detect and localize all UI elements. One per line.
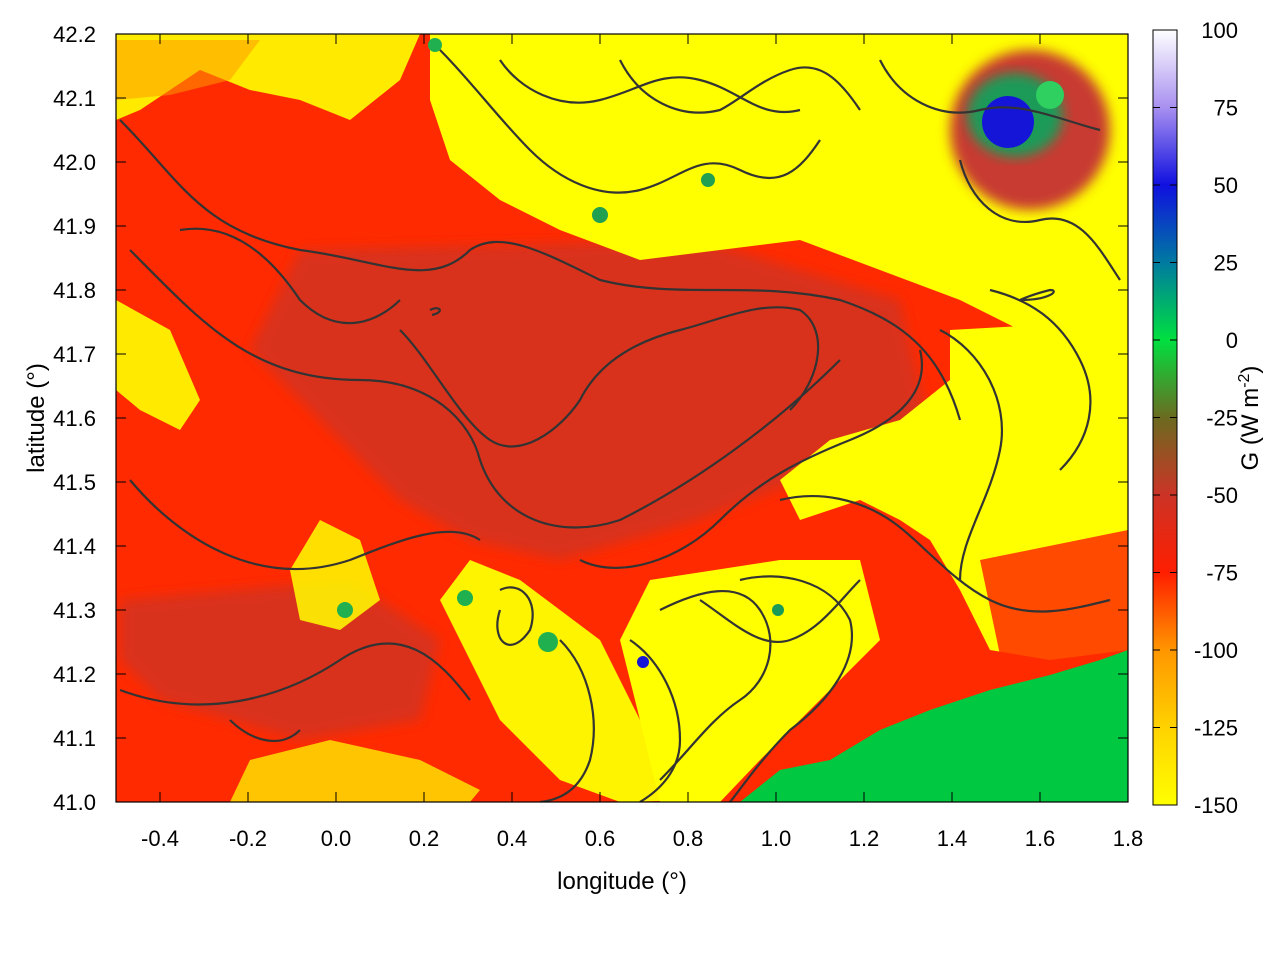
- contour-line: [779, 494, 1111, 613]
- y-tick-label: 41.2: [53, 662, 96, 687]
- contour-line: [699, 579, 861, 643]
- x-tick-label: 0.4: [497, 826, 528, 851]
- field-green-spot: [538, 632, 558, 652]
- colorbar-tick-label: -100: [1194, 638, 1238, 663]
- field-yellow-center-w: [290, 520, 380, 630]
- y-tick-label: 41.5: [53, 470, 96, 495]
- contour-line: [496, 586, 534, 646]
- colorbar-label-suffix: ): [1237, 366, 1264, 374]
- colorbar-tick-label: 0: [1226, 328, 1238, 353]
- contour-line: [129, 249, 841, 529]
- x-tick-label: 1.0: [761, 826, 792, 851]
- contour-line: [619, 59, 861, 114]
- x-tick-label: 0.6: [585, 826, 616, 851]
- heatmap-field: [116, 34, 1128, 802]
- contour-line: [629, 639, 682, 802]
- contour-line: [499, 59, 801, 113]
- y-tick-label: 41.3: [53, 598, 96, 623]
- y-tick-label: 41.7: [53, 342, 96, 367]
- field-green-spot: [592, 207, 608, 223]
- x-tick-label: 1.6: [1025, 826, 1056, 851]
- x-tick-label: 0.2: [409, 826, 440, 851]
- x-tick-label: 0.0: [321, 826, 352, 851]
- y-tick-label: 41.6: [53, 406, 96, 431]
- colorbar-label-prefix: G (W m: [1237, 388, 1264, 471]
- x-tick-label: 1.2: [849, 826, 880, 851]
- x-tick-label: 1.8: [1113, 826, 1144, 851]
- colorbar: 100 75 50 25 0 -25 -50 -75 -100 -125 -150 G (W m-2…: [1152, 18, 1264, 818]
- x-tick-label: -0.4: [141, 826, 179, 851]
- contour-line: [958, 159, 1121, 281]
- y-tick-label: 41.8: [53, 278, 96, 303]
- field-green-spot: [701, 173, 715, 187]
- y-axis-label: latitude (°): [23, 363, 50, 473]
- field-green-spot: [337, 602, 353, 618]
- contour-line: [879, 59, 1101, 132]
- contour-line: [1019, 288, 1055, 302]
- contour-line: [399, 306, 820, 448]
- contour-line: [939, 329, 1003, 581]
- contour-line: [729, 575, 853, 802]
- colorbar-tick-label: 100: [1201, 18, 1238, 43]
- contour-lines: [119, 49, 1121, 802]
- contour-line: [129, 479, 481, 570]
- colorbar-label-exponent: -2: [1236, 373, 1253, 387]
- contour-line: [179, 227, 401, 325]
- contour-line: [429, 307, 441, 317]
- y-tick-label: 42.1: [53, 86, 96, 111]
- contour-line: [989, 288, 1092, 471]
- colorbar-tick-label: -125: [1194, 716, 1238, 741]
- contour-line: [579, 349, 923, 569]
- field-red-east-patch: [980, 530, 1128, 665]
- field-dark-red-core: [250, 240, 930, 560]
- field-orange-nw: [116, 40, 260, 100]
- x-tick-label: -0.2: [229, 826, 267, 851]
- colorbar-tick-label: 25: [1214, 251, 1238, 276]
- field-blue-spot: [637, 656, 649, 668]
- field-yellow-south-central: [440, 560, 700, 802]
- colorbar-tick-label: -75: [1206, 561, 1238, 586]
- colorbar-tick-label: -50: [1206, 483, 1238, 508]
- contour-line: [119, 119, 962, 421]
- y-tick-label: 42.2: [53, 22, 96, 47]
- field-yellow-southeast: [620, 560, 880, 802]
- colorbar-tick-label: 50: [1214, 173, 1238, 198]
- contour-line: [439, 49, 821, 194]
- field-green-southeast: [740, 650, 1128, 802]
- colorbar-tick-label: -25: [1206, 406, 1238, 431]
- contour-line: [229, 719, 301, 742]
- field-yellow-sw: [116, 300, 200, 430]
- x-tick-label: 0.8: [673, 826, 704, 851]
- colorbar-ticks: 100 75 50 25 0 -25 -50 -75 -100 -125 -150: [1153, 18, 1238, 818]
- contour-line: [119, 642, 471, 706]
- y-tick-label: 42.0: [53, 150, 96, 175]
- field-ne-blue-blob: [982, 96, 1034, 148]
- contour-line: [539, 639, 595, 802]
- field-green-spot: [772, 604, 784, 616]
- colorbar-tick-label: -150: [1194, 793, 1238, 818]
- colorbar-tick-label: 75: [1214, 96, 1238, 121]
- field-dark-red-west: [120, 580, 440, 740]
- field-green-spot: [428, 38, 442, 52]
- field-yellow-south-w: [230, 740, 480, 802]
- y-tick-label: 41.1: [53, 726, 96, 751]
- contour-line: [659, 590, 772, 781]
- x-axis-label: longitude (°): [557, 868, 687, 895]
- colorbar-label: G (W m-2): [1236, 366, 1264, 471]
- field-green-spot: [457, 590, 473, 606]
- x-axis: -0.4 -0.2 0.0 0.2 0.4 0.6 0.8 1.0 1.2 1.4 1.6 1.8: [141, 34, 1143, 851]
- y-tick-label: 41.4: [53, 534, 96, 559]
- field-ne-green-spot: [1036, 81, 1064, 109]
- y-axis: 41.0 41.1 41.2 41.3 41.4 41.5 41.6 41.7 41.8 41.9…: [53, 22, 1128, 815]
- x-tick-label: 1.4: [937, 826, 968, 851]
- y-tick-label: 41.0: [53, 790, 96, 815]
- y-tick-label: 41.9: [53, 214, 96, 239]
